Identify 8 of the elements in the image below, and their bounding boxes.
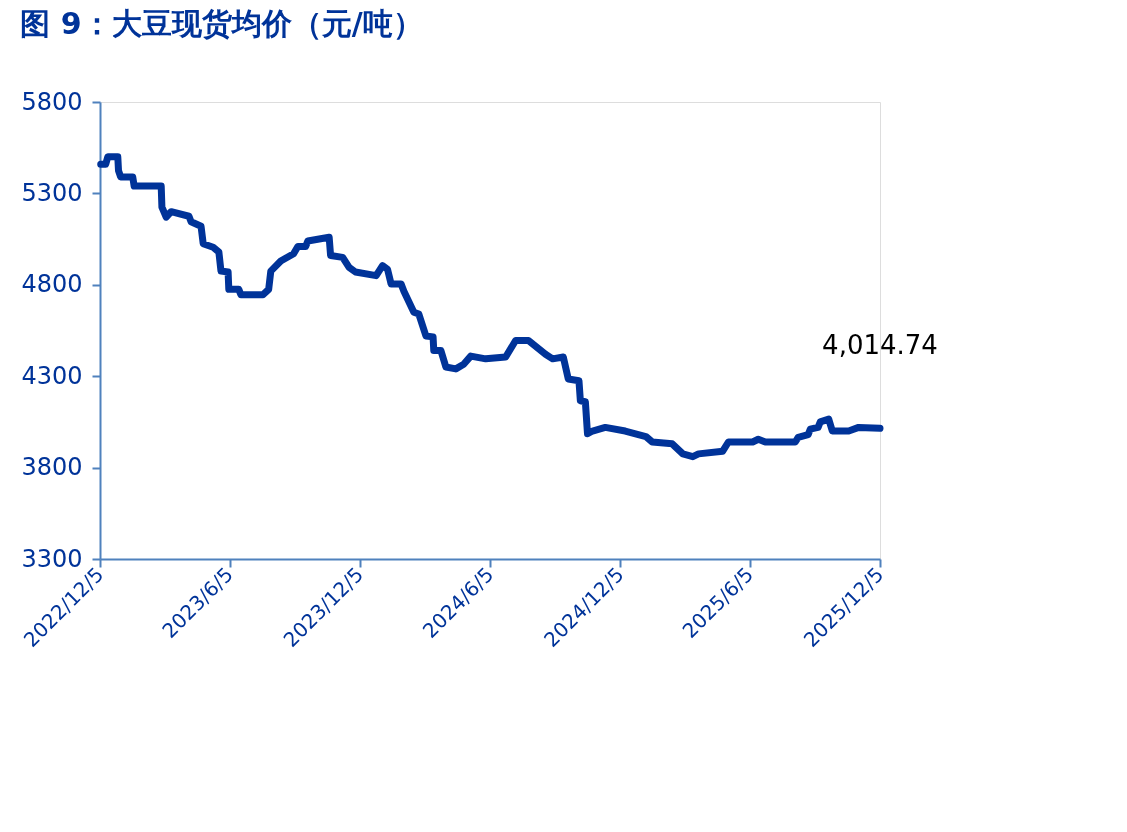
y-tick-label: 4300 xyxy=(21,361,83,390)
y-tick-label: 5800 xyxy=(21,87,83,116)
y-tick-label: 3800 xyxy=(21,453,83,482)
y-tick-label: 4800 xyxy=(21,270,83,299)
y-tick-label: 5300 xyxy=(21,178,83,207)
chart-title: 图 9：大豆现货均价（元/吨） xyxy=(20,6,423,41)
y-tick-label: 3300 xyxy=(21,544,83,573)
annotation: 4,014.74 xyxy=(822,330,938,361)
